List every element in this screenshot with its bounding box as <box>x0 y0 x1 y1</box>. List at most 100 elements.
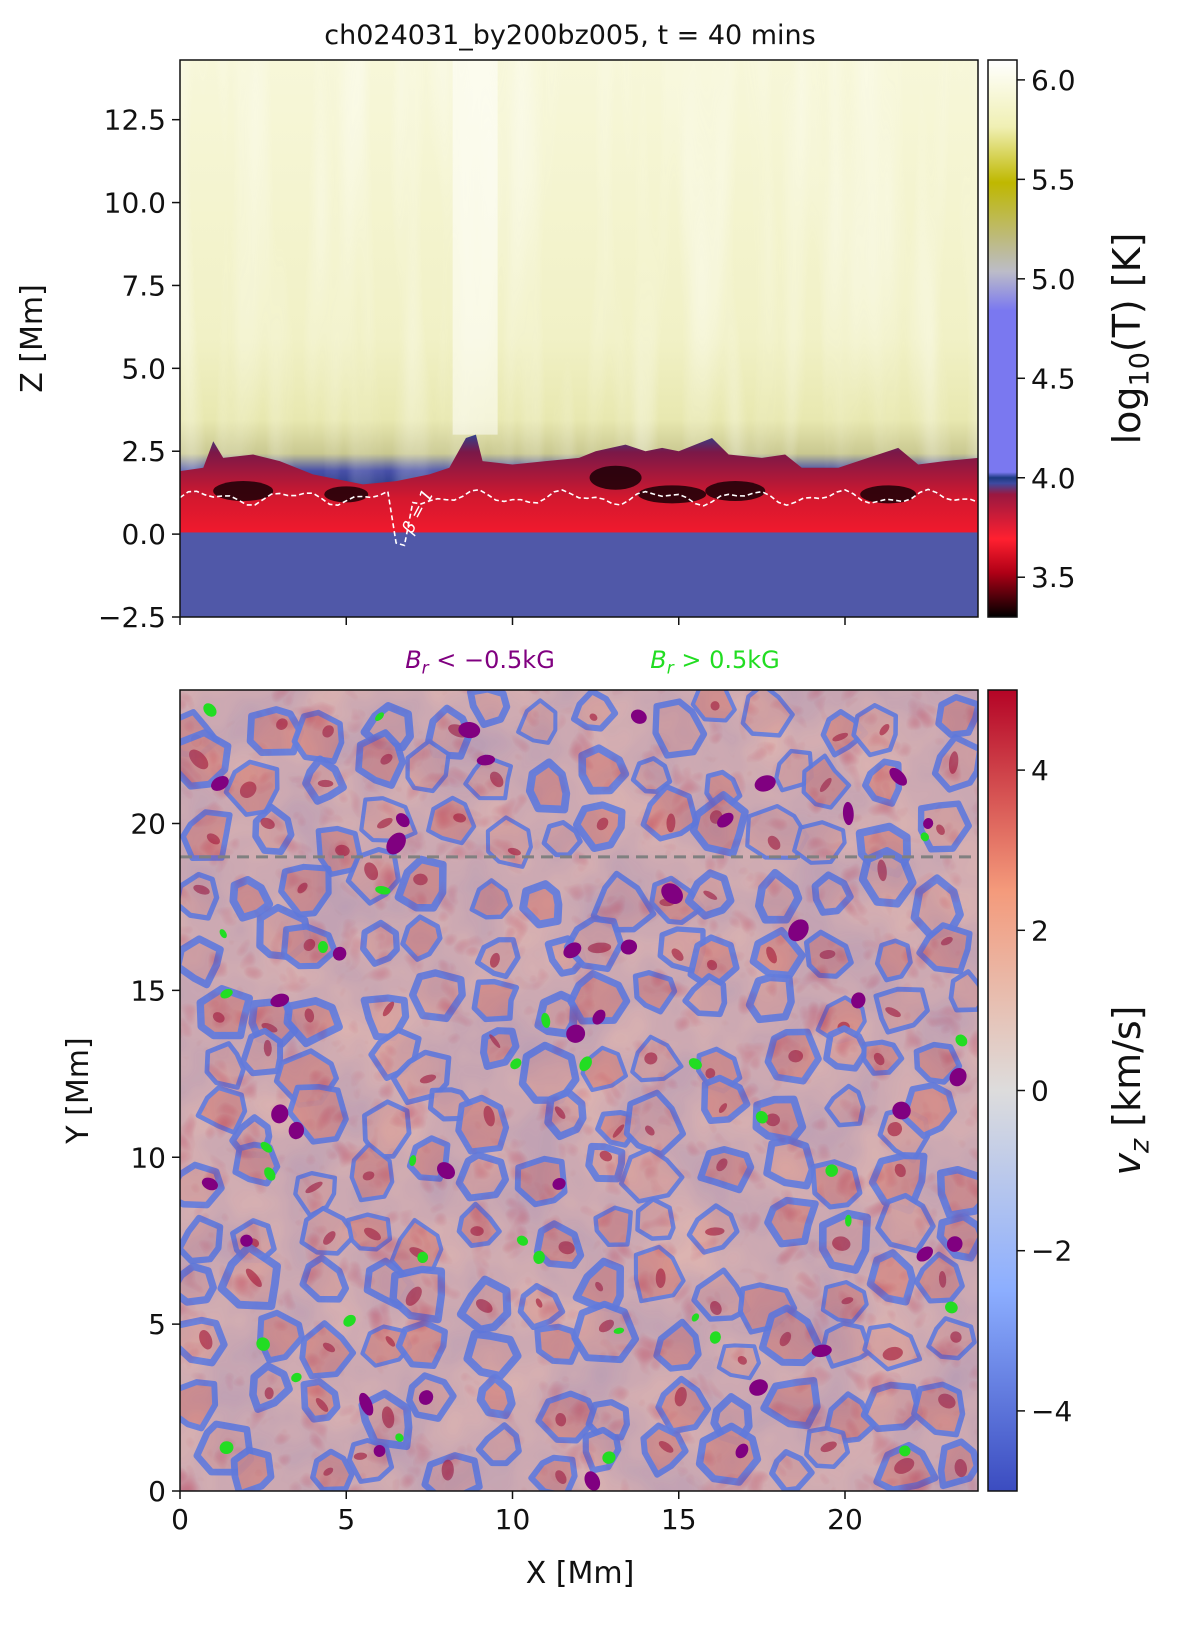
positive-flux-patch <box>375 885 391 895</box>
cool-pocket <box>589 465 642 490</box>
positive-flux-patch <box>317 941 328 953</box>
colorbar-tick-label: 6.0 <box>1031 64 1076 97</box>
y-tick-label: −2.5 <box>98 601 166 634</box>
velocity-colorbar <box>987 689 1018 1492</box>
negative-flux-patch <box>892 1101 911 1120</box>
photosphere-region <box>180 532 978 617</box>
positive-flux-patch <box>899 1445 911 1457</box>
legend-positive-flux: Br > 0.5kG <box>650 646 780 678</box>
negative-flux-patch <box>436 1162 456 1180</box>
temperature-map: β = 1 <box>180 60 978 617</box>
positive-flux-patch <box>260 1141 273 1153</box>
colorbar-tick-label: 4.0 <box>1031 462 1076 495</box>
positive-flux-patch <box>579 1056 592 1072</box>
positive-flux-patch <box>343 1314 356 1327</box>
negative-flux-patch <box>359 1392 374 1416</box>
positive-flux-patch <box>602 1451 616 1464</box>
negative-flux-patch <box>749 1379 768 1396</box>
positive-flux-patch <box>510 1058 522 1070</box>
negative-flux-patch <box>395 813 410 828</box>
positive-flux-patch <box>533 1250 545 1265</box>
negative-flux-patch <box>271 1104 289 1124</box>
y-tick-label: 7.5 <box>121 269 166 302</box>
x-tick-label: 5 <box>337 1503 355 1536</box>
negative-flux-patch <box>735 1443 749 1459</box>
negative-flux-patch <box>949 1068 967 1087</box>
y-tick-label: 0 <box>148 1475 166 1508</box>
negative-flux-patch <box>788 919 809 942</box>
negative-flux-patch <box>889 767 907 786</box>
beta-contour <box>180 488 978 547</box>
velocity-frame <box>179 689 979 1492</box>
cool-pocket <box>638 485 707 504</box>
y-tick-label: 2.5 <box>121 435 166 468</box>
y-tick-label: 15 <box>130 974 166 1007</box>
negative-flux-patch <box>811 1344 832 1358</box>
negative-flux-patch <box>946 1236 963 1252</box>
positive-flux-patch <box>409 1155 417 1167</box>
corona-streaks <box>180 60 978 448</box>
colorbar-tick-label: 5.0 <box>1031 263 1076 296</box>
negative-flux-patch <box>458 721 481 739</box>
y-tick-label: 5.0 <box>121 352 166 385</box>
x-tick-label: 15 <box>661 1503 697 1536</box>
x-tick-label: 20 <box>827 1503 863 1536</box>
positive-flux-patch <box>417 1251 429 1264</box>
x-tick-label: 0 <box>171 1503 189 1536</box>
colorbar-tick-label: 0 <box>1031 1075 1049 1108</box>
colorbar-tick-label: 5.5 <box>1031 163 1076 196</box>
y-tick-label: 12.5 <box>104 104 166 137</box>
colorbar-label: vz [km/s] <box>1105 1005 1155 1175</box>
positive-flux-patch <box>945 1301 958 1314</box>
negative-flux-patch <box>240 1234 253 1247</box>
negative-flux-patch <box>332 946 347 961</box>
positive-flux-patch <box>955 1034 968 1047</box>
colorbar-tick-label: −4 <box>1031 1395 1072 1428</box>
temperature-frame <box>179 59 979 618</box>
negative-flux-patch <box>923 818 934 829</box>
negative-flux-patch <box>620 939 638 955</box>
negative-flux-patch <box>211 776 229 791</box>
legend-negative-flux: Br < −0.5kG <box>405 646 555 678</box>
chart-title: ch024031_by200bz005, t = 40 mins <box>324 20 815 51</box>
positive-flux-patch <box>220 988 233 999</box>
negative-flux-patch <box>373 1444 386 1457</box>
y-tick-label: 20 <box>130 808 166 841</box>
negative-flux-patch <box>717 812 734 828</box>
positive-flux-patch <box>256 1337 270 1351</box>
positive-flux-patch <box>825 1164 838 1177</box>
positive-flux-patch <box>203 703 217 717</box>
y-tick-label: 5 <box>148 1308 166 1341</box>
chromosphere-band <box>180 434 978 551</box>
negative-flux-patch <box>563 942 582 959</box>
colorbar-tick-label: 3.5 <box>1031 561 1076 594</box>
positive-flux-patch <box>845 1214 852 1227</box>
positive-flux-patch <box>691 1313 700 1322</box>
negative-flux-patch <box>566 1024 586 1043</box>
negative-flux-patch <box>661 883 683 904</box>
bright-column <box>452 60 498 435</box>
velocity-map <box>180 690 978 1491</box>
negative-flux-patch <box>386 832 406 855</box>
negative-flux-patch <box>754 775 776 792</box>
colorbar-tick-label: 2 <box>1031 914 1049 947</box>
y-axis-label: Z [Mm] <box>15 284 50 393</box>
temperature-colorbar <box>987 59 1018 618</box>
positive-flux-patch <box>541 1012 551 1028</box>
colorbar-tick-label: 4.5 <box>1031 362 1076 395</box>
positive-flux-patch <box>219 929 227 939</box>
cool-pocket <box>324 486 369 503</box>
y-axis-label: Y [Mm] <box>61 1037 96 1144</box>
positive-flux-patch <box>375 712 384 722</box>
negative-flux-patch <box>552 1177 566 1190</box>
positive-flux-patch <box>920 832 930 842</box>
velocity-panel: 0 5 10 15 20 0 5 10 15 20 X [Mm] Y [Mm] −4 −2 0 2 4 vz [k… <box>61 689 1155 1591</box>
y-tick-label: 10.0 <box>104 187 166 220</box>
negative-flux-patch <box>288 1121 305 1140</box>
negative-flux-patch <box>418 1390 434 1405</box>
negative-flux-patch <box>270 993 290 1008</box>
negative-flux-patch <box>842 801 854 826</box>
x-tick-label: 10 <box>495 1503 531 1536</box>
positive-flux-patch <box>291 1372 302 1383</box>
